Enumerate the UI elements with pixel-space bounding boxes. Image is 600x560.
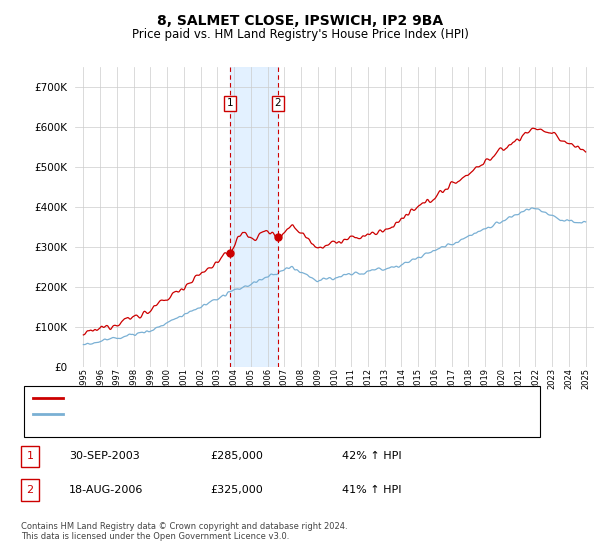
Text: 42% ↑ HPI: 42% ↑ HPI (342, 451, 401, 461)
Text: 1: 1 (26, 451, 34, 461)
Bar (230, 67, 278, 367)
Text: 30-SEP-2003: 30-SEP-2003 (69, 451, 140, 461)
Text: 8, SALMET CLOSE, IPSWICH, IP2 9BA: 8, SALMET CLOSE, IPSWICH, IP2 9BA (157, 14, 443, 28)
Text: 8, SALMET CLOSE, IPSWICH, IP2 9BA (detached house): 8, SALMET CLOSE, IPSWICH, IP2 9BA (detac… (69, 393, 353, 403)
Text: 2: 2 (275, 98, 281, 108)
Text: Contains HM Land Registry data © Crown copyright and database right 2024.
This d: Contains HM Land Registry data © Crown c… (21, 522, 347, 542)
Text: Price paid vs. HM Land Registry's House Price Index (HPI): Price paid vs. HM Land Registry's House … (131, 28, 469, 41)
Text: 41% ↑ HPI: 41% ↑ HPI (342, 485, 401, 495)
Text: 18-AUG-2006: 18-AUG-2006 (69, 485, 143, 495)
Text: £325,000: £325,000 (210, 485, 263, 495)
Text: 1: 1 (227, 98, 233, 108)
Text: 2: 2 (26, 485, 34, 495)
Text: HPI: Average price, detached house, Ipswich: HPI: Average price, detached house, Ipsw… (69, 409, 301, 419)
Text: £285,000: £285,000 (210, 451, 263, 461)
